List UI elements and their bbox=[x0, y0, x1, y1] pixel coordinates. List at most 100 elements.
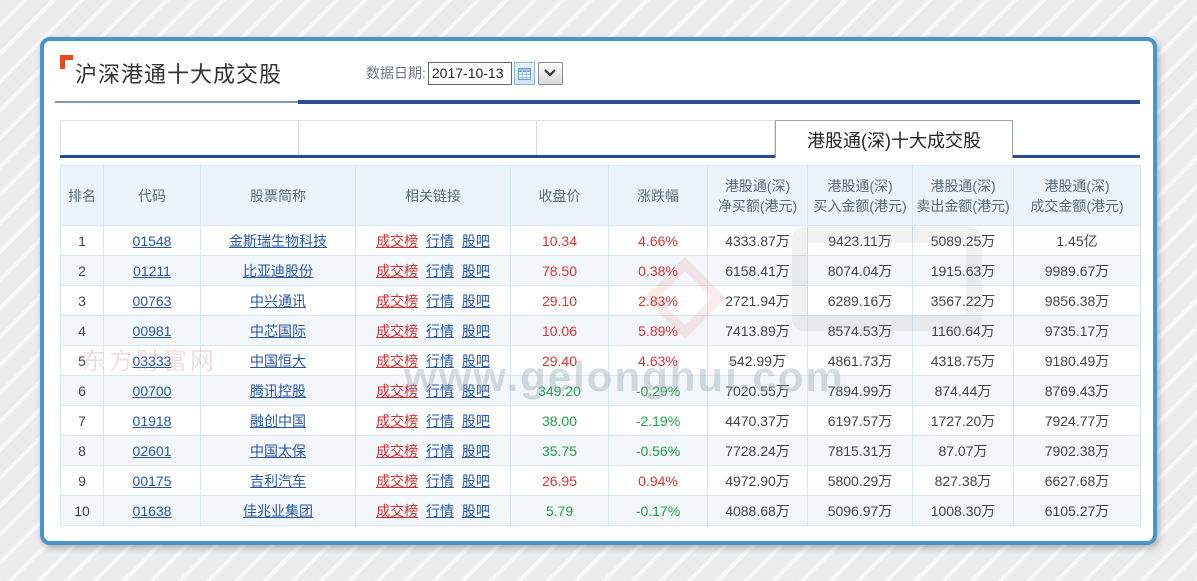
change-percent-cell: 0.94% bbox=[608, 465, 708, 496]
forum-link[interactable]: 股吧 bbox=[461, 442, 490, 459]
deal-board-link[interactable]: 成交榜 bbox=[376, 412, 419, 429]
tab-hk-connect-sz[interactable]: 港股通(深)十大成交股 bbox=[775, 120, 1013, 158]
stock-code-link[interactable]: 00700 bbox=[132, 382, 172, 399]
rank-cell: 7 bbox=[60, 405, 104, 436]
net-buy-cell: 2721.94万 bbox=[707, 285, 808, 316]
turnover-cell: 9180.49万 bbox=[1013, 345, 1141, 376]
table-row: 1 01548 金斯瑞生物科技 成交榜 行情 股吧 10.34 4.66% 43… bbox=[60, 225, 1141, 256]
stock-code-link[interactable]: 01638 bbox=[132, 502, 172, 519]
stock-code-link[interactable]: 01211 bbox=[133, 262, 171, 279]
turnover-cell: 6105.27万 bbox=[1013, 495, 1141, 526]
forum-link[interactable]: 股吧 bbox=[461, 322, 490, 339]
date-label: 数据日期: bbox=[366, 65, 426, 81]
forum-link[interactable]: 股吧 bbox=[461, 412, 490, 429]
deal-board-link[interactable]: 成交榜 bbox=[376, 292, 419, 309]
quote-link[interactable]: 行情 bbox=[426, 412, 454, 429]
turnover-cell: 8769.43万 bbox=[1013, 375, 1141, 406]
related-links-cell: 成交榜 行情 股吧 bbox=[355, 255, 511, 286]
rank-cell: 9 bbox=[60, 465, 104, 496]
quote-link[interactable]: 行情 bbox=[426, 502, 454, 519]
quote-link[interactable]: 行情 bbox=[426, 382, 454, 399]
tab-placeholder-2[interactable] bbox=[299, 121, 537, 155]
buy-amount-cell: 8074.04万 bbox=[807, 255, 913, 286]
buy-amount-cell: 7894.99万 bbox=[807, 375, 913, 406]
change-percent-cell: -2.19% bbox=[608, 405, 708, 436]
name-cell: 中国太保 bbox=[200, 435, 356, 466]
date-dropdown-button[interactable] bbox=[537, 61, 563, 85]
stock-code-link[interactable]: 03333 bbox=[132, 352, 172, 369]
chevron-down-icon bbox=[544, 69, 557, 77]
tab-placeholder-3[interactable] bbox=[537, 121, 774, 155]
related-links-cell: 成交榜 行情 股吧 bbox=[355, 345, 511, 376]
quote-link[interactable]: 行情 bbox=[426, 472, 454, 489]
stock-name-link[interactable]: 中兴通讯 bbox=[250, 292, 306, 309]
quote-link[interactable]: 行情 bbox=[426, 262, 454, 279]
forum-link[interactable]: 股吧 bbox=[461, 292, 490, 309]
stock-name-link[interactable]: 比亚迪股份 bbox=[243, 262, 313, 279]
date-input[interactable] bbox=[427, 61, 512, 85]
stock-name-link[interactable]: 中国恒大 bbox=[250, 352, 306, 369]
forum-link[interactable]: 股吧 bbox=[461, 472, 490, 489]
net-buy-cell: 4088.68万 bbox=[707, 495, 808, 526]
turnover-cell: 9856.38万 bbox=[1013, 285, 1141, 316]
name-cell: 中兴通讯 bbox=[200, 285, 356, 316]
stock-code-link[interactable]: 00175 bbox=[132, 472, 172, 489]
quote-link[interactable]: 行情 bbox=[426, 322, 454, 339]
stock-name-link[interactable]: 腾讯控股 bbox=[250, 382, 306, 399]
sell-amount-cell: 874.44万 bbox=[912, 375, 1014, 406]
related-links-cell: 成交榜 行情 股吧 bbox=[355, 225, 511, 256]
forum-link[interactable]: 股吧 bbox=[461, 262, 490, 279]
turnover-cell: 6627.68万 bbox=[1013, 465, 1141, 496]
stock-name-link[interactable]: 中国太保 bbox=[250, 442, 306, 459]
table-row: 3 00763 中兴通讯 成交榜 行情 股吧 29.10 2.83% 2721.… bbox=[60, 285, 1141, 316]
tab-placeholder-1[interactable] bbox=[61, 121, 299, 155]
table-body: 1 01548 金斯瑞生物科技 成交榜 行情 股吧 10.34 4.66% 43… bbox=[60, 225, 1141, 526]
change-percent-cell: -0.17% bbox=[608, 495, 708, 526]
forum-link[interactable]: 股吧 bbox=[461, 382, 490, 399]
deal-board-link[interactable]: 成交榜 bbox=[376, 232, 419, 249]
corner-bracket-mark bbox=[60, 55, 73, 69]
calendar-button[interactable] bbox=[513, 61, 535, 85]
name-cell: 腾讯控股 bbox=[200, 375, 356, 406]
page-title: 沪深港通十大成交股 bbox=[75, 62, 283, 87]
code-cell: 01548 bbox=[103, 225, 201, 256]
sell-amount-cell: 87.07万 bbox=[912, 435, 1014, 466]
tab-strip bbox=[60, 120, 775, 155]
stock-name-link[interactable]: 融创中国 bbox=[250, 412, 306, 429]
code-cell: 00981 bbox=[103, 315, 201, 346]
stock-code-link[interactable]: 01548 bbox=[132, 232, 172, 249]
quote-link[interactable]: 行情 bbox=[426, 292, 454, 309]
forum-link[interactable]: 股吧 bbox=[461, 232, 490, 249]
quote-link[interactable]: 行情 bbox=[426, 442, 454, 459]
buy-amount-cell: 5096.97万 bbox=[807, 495, 913, 526]
deal-board-link[interactable]: 成交榜 bbox=[376, 322, 419, 339]
deal-board-link[interactable]: 成交榜 bbox=[376, 262, 419, 279]
sell-amount-cell: 1160.64万 bbox=[912, 315, 1014, 346]
forum-link[interactable]: 股吧 bbox=[461, 502, 490, 519]
close-price-cell: 78.50 bbox=[510, 255, 609, 286]
deal-board-link[interactable]: 成交榜 bbox=[376, 442, 419, 459]
stock-name-link[interactable]: 吉利汽车 bbox=[250, 472, 306, 489]
stock-code-link[interactable]: 00981 bbox=[132, 322, 172, 339]
deal-board-link[interactable]: 成交榜 bbox=[376, 352, 419, 369]
forum-link[interactable]: 股吧 bbox=[461, 352, 490, 369]
date-picker-group: 数据日期: bbox=[366, 61, 563, 85]
stock-code-link[interactable]: 01918 bbox=[132, 412, 172, 429]
stock-name-link[interactable]: 金斯瑞生物科技 bbox=[229, 232, 327, 249]
deal-board-link[interactable]: 成交榜 bbox=[376, 472, 419, 489]
stock-name-link[interactable]: 佳兆业集团 bbox=[243, 502, 313, 519]
turnover-cell: 7924.77万 bbox=[1013, 405, 1141, 436]
top10-stocks-table: 排名 代码 股票简称 相关链接 收盘价 涨跌幅 港股通(深) 净买额(港元) 港… bbox=[60, 165, 1141, 526]
quote-link[interactable]: 行情 bbox=[426, 232, 454, 249]
deal-board-link[interactable]: 成交榜 bbox=[376, 382, 419, 399]
stock-code-link[interactable]: 00763 bbox=[132, 292, 172, 309]
stock-code-link[interactable]: 02601 bbox=[132, 442, 172, 459]
deal-board-link[interactable]: 成交榜 bbox=[376, 502, 419, 519]
quote-link[interactable]: 行情 bbox=[426, 352, 454, 369]
related-links-cell: 成交榜 行情 股吧 bbox=[355, 435, 511, 466]
stock-name-link[interactable]: 中芯国际 bbox=[250, 322, 306, 339]
table-row: 6 00700 腾讯控股 成交榜 行情 股吧 349.20 -0.29% 702… bbox=[60, 375, 1141, 406]
rank-cell: 8 bbox=[60, 435, 104, 466]
table-row: 8 02601 中国太保 成交榜 行情 股吧 35.75 -0.56% 7728… bbox=[60, 435, 1141, 466]
buy-amount-cell: 7815.31万 bbox=[807, 435, 913, 466]
